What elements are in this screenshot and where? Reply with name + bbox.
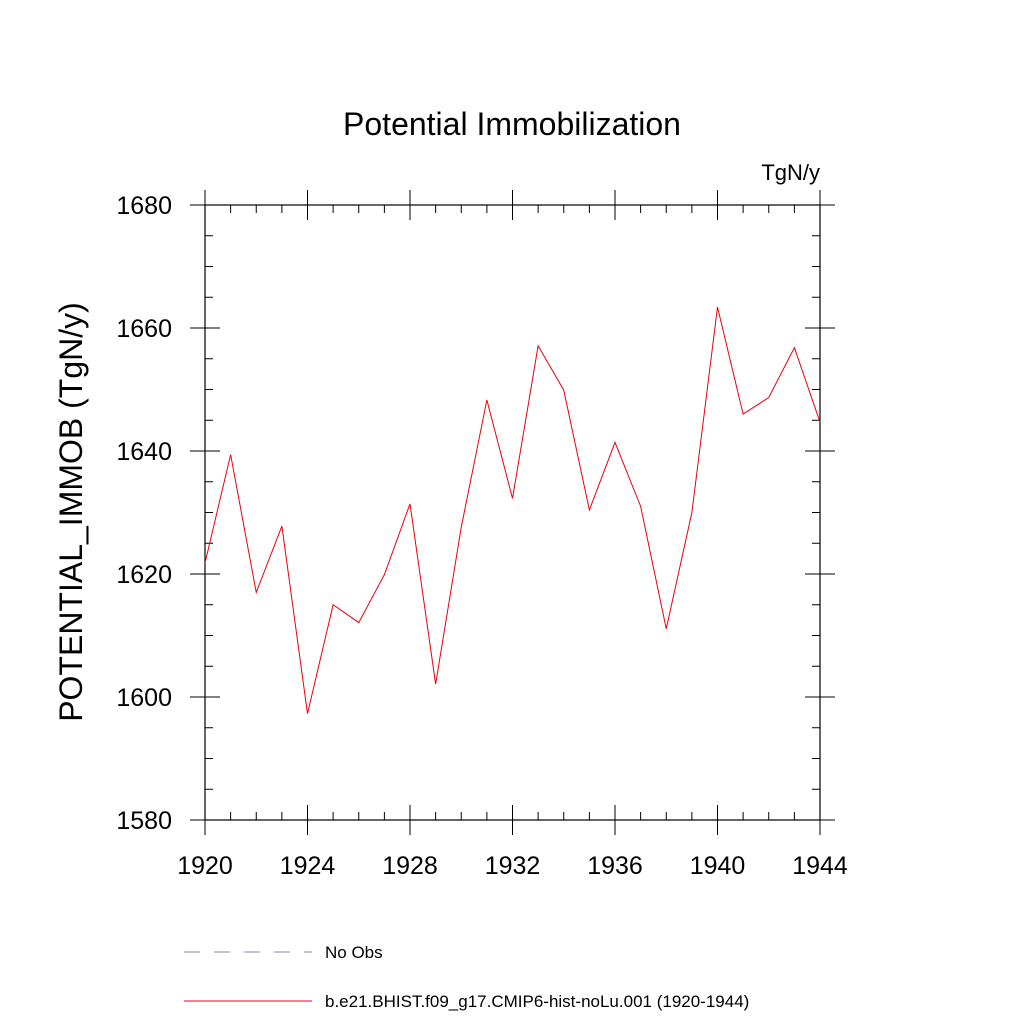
axis-ticks (190, 190, 835, 835)
y-tick-label: 1660 (116, 315, 172, 343)
legend: No Obs b.e21.BHIST.f09_g17.CMIP6-hist-noL… (184, 943, 749, 1011)
series-line (204, 306, 821, 714)
x-tick-label: 1928 (382, 852, 438, 880)
plot-frame (204, 204, 821, 821)
legend-label: No Obs (325, 943, 383, 962)
x-tick-label: 1944 (792, 852, 848, 880)
units-label: TgN/y (761, 160, 820, 185)
x-tick-label: 1936 (587, 852, 643, 880)
y-tick-label: 1680 (116, 192, 172, 220)
y-tick-label: 1580 (116, 807, 172, 835)
series-layer (204, 306, 821, 714)
x-tick-label: 1920 (177, 852, 233, 880)
y-tick-label: 1640 (116, 438, 172, 466)
x-tick-label: 1924 (280, 852, 336, 880)
y-axis-title: POTENTIAL_IMMOB (TgN/y) (53, 302, 89, 722)
x-tick-label: 1932 (485, 852, 541, 880)
y-tick-label: 1620 (116, 561, 172, 589)
legend-label: b.e21.BHIST.f09_g17.CMIP6-hist-noLu.001 … (325, 992, 749, 1011)
chart-title: Potential Immobilization (343, 106, 681, 142)
x-tick-label: 1940 (690, 852, 746, 880)
y-tick-label: 1600 (116, 684, 172, 712)
axis-tick-labels: 1920 1924 1928 1932 1936 1940 1944 1580 1600 1620… (116, 192, 848, 880)
